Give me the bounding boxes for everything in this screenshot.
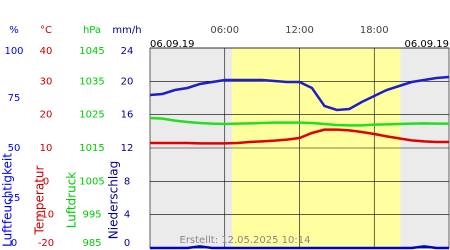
y-tick-label: 30 bbox=[40, 76, 53, 87]
y-tick-label: 40 bbox=[40, 46, 53, 57]
date-start: 06.09.19 bbox=[150, 39, 195, 50]
y-tick-label: 16 bbox=[121, 110, 134, 121]
date-end: 06.09.19 bbox=[404, 39, 449, 50]
y-tick-label: 20 bbox=[40, 110, 53, 121]
y-tick-label: 995 bbox=[82, 210, 101, 221]
y-tick-label: 12 bbox=[121, 143, 134, 154]
y-tick-label: 8 bbox=[124, 176, 130, 187]
y-tick-label: 24 bbox=[121, 46, 134, 57]
series-line bbox=[149, 116, 449, 127]
y-tick-label: 1045 bbox=[79, 46, 104, 57]
y-tick-label: 0 bbox=[11, 238, 17, 249]
y-tick-label: 25 bbox=[8, 193, 21, 204]
series-line bbox=[150, 128, 449, 145]
x-tick-label: 12:00 bbox=[285, 25, 314, 36]
x-tick-label: 06:00 bbox=[210, 25, 239, 36]
y-tick-label: 985 bbox=[82, 238, 101, 249]
series-line bbox=[149, 75, 450, 112]
y-tick-label: 1025 bbox=[79, 110, 104, 121]
y-tick-label: 1035 bbox=[79, 76, 104, 87]
axis-unit: % bbox=[9, 25, 19, 36]
series-line bbox=[150, 245, 449, 250]
created-note: Erstellt: 12.05.2025 10:14 bbox=[180, 235, 311, 246]
axis-unit: hPa bbox=[83, 25, 101, 36]
y-tick-label: 0 bbox=[43, 176, 49, 187]
y-tick-label: -20 bbox=[38, 238, 54, 249]
y-tick-label: -10 bbox=[38, 210, 54, 221]
axis-label: Luftfeuchtigkeit bbox=[1, 153, 15, 247]
y-tick-label: 20 bbox=[121, 76, 134, 87]
y-tick-label: 100 bbox=[4, 46, 23, 57]
axis-label: Temperatur bbox=[33, 165, 47, 235]
y-tick-label: 1005 bbox=[79, 176, 104, 187]
y-tick-label: 75 bbox=[8, 93, 21, 104]
y-tick-label: 1015 bbox=[79, 143, 104, 154]
y-tick-label: 50 bbox=[8, 143, 21, 154]
axis-label: Niederschlag bbox=[107, 161, 121, 239]
y-tick-label: 0 bbox=[124, 238, 130, 249]
axis-label: Luftdruck bbox=[65, 172, 79, 229]
x-tick-label: 18:00 bbox=[360, 25, 389, 36]
axis-unit: mm/h bbox=[112, 25, 141, 36]
axis-unit: °C bbox=[40, 25, 52, 36]
y-tick-label: 4 bbox=[124, 210, 130, 221]
y-tick-label: 10 bbox=[40, 143, 53, 154]
